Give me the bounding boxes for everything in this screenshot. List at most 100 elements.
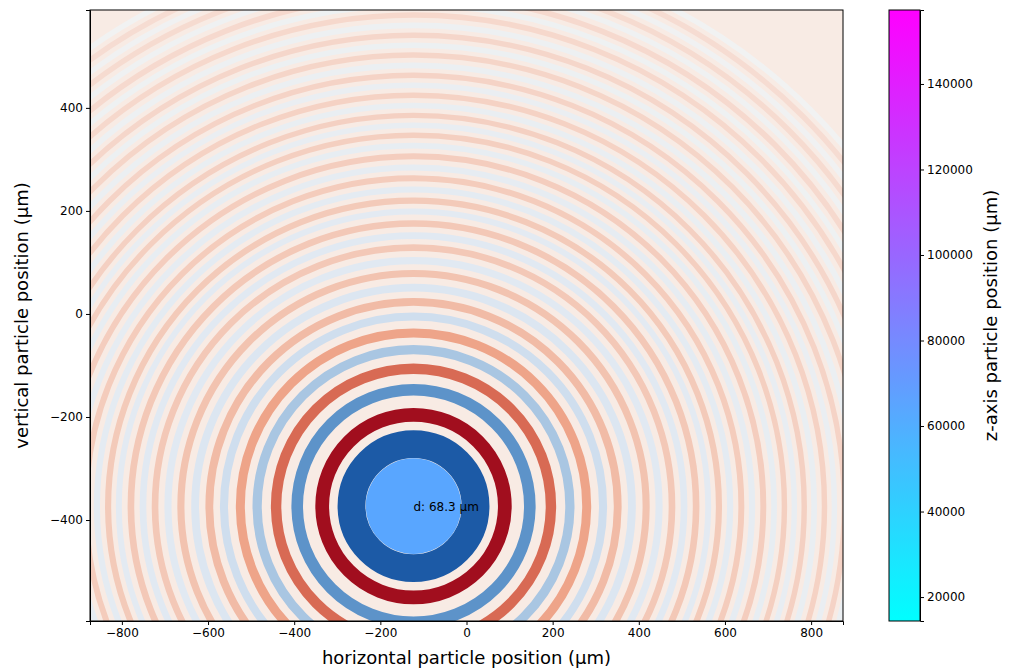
tick-mark bbox=[920, 84, 924, 85]
ring bbox=[90, 10, 843, 621]
tick-mark bbox=[920, 512, 924, 513]
tick-label: 80000 bbox=[927, 334, 965, 348]
tick-mark bbox=[86, 211, 90, 212]
tick: −600 bbox=[192, 621, 225, 640]
ring bbox=[97, 189, 730, 621]
tick-label: 140000 bbox=[927, 77, 973, 91]
tick-mark bbox=[86, 520, 90, 521]
tick-label: 60000 bbox=[927, 419, 965, 433]
tick-label: −800 bbox=[106, 626, 139, 640]
tick-label: −400 bbox=[50, 513, 83, 527]
ring bbox=[90, 15, 843, 621]
axis-line bbox=[921, 11, 925, 622]
tick: 400 bbox=[60, 101, 90, 115]
tick-mark bbox=[725, 621, 726, 625]
axis-line bbox=[91, 622, 844, 626]
tick-label: −200 bbox=[364, 626, 397, 640]
tick: 600 bbox=[714, 621, 737, 640]
particle-label: d: 68.3 µm bbox=[414, 500, 479, 514]
tick-label: −200 bbox=[50, 410, 83, 424]
ring bbox=[143, 236, 684, 621]
tick: 140000 bbox=[920, 77, 973, 91]
ring bbox=[90, 85, 834, 621]
tick: 200 bbox=[60, 204, 90, 218]
tick: 200 bbox=[542, 621, 565, 640]
ring bbox=[276, 369, 551, 621]
tick-mark bbox=[920, 169, 924, 170]
tick-label: −400 bbox=[278, 626, 311, 640]
ring bbox=[90, 156, 763, 621]
ring bbox=[90, 10, 843, 621]
ring bbox=[257, 350, 570, 621]
ring bbox=[90, 10, 843, 621]
tick: 60000 bbox=[920, 419, 965, 433]
ring bbox=[90, 125, 794, 621]
tick-label: 0 bbox=[463, 626, 471, 640]
tick: −200 bbox=[50, 410, 90, 424]
ring bbox=[90, 178, 741, 621]
ring bbox=[90, 10, 843, 621]
ring bbox=[90, 10, 843, 621]
tick: 120000 bbox=[920, 163, 973, 177]
tick-mark bbox=[380, 621, 381, 625]
colorbar-title: z-axis particle position (µm) bbox=[980, 190, 1001, 441]
tick-label: 0 bbox=[75, 307, 83, 321]
tick: 80000 bbox=[920, 334, 965, 348]
ring bbox=[90, 115, 804, 621]
tick: 0 bbox=[463, 621, 471, 640]
tick-label: 120000 bbox=[927, 163, 973, 177]
tick: 0 bbox=[75, 307, 90, 321]
tick-mark bbox=[467, 621, 468, 625]
plot-frame bbox=[90, 10, 843, 621]
tick: −800 bbox=[106, 621, 139, 640]
ring bbox=[90, 75, 843, 621]
ring bbox=[90, 146, 774, 621]
tick-mark bbox=[86, 314, 90, 315]
tick-label: 800 bbox=[800, 626, 823, 640]
ring bbox=[322, 415, 505, 598]
ring bbox=[90, 35, 843, 621]
tick-mark bbox=[920, 426, 924, 427]
ring bbox=[224, 317, 603, 621]
ring bbox=[90, 10, 843, 621]
tick: 400 bbox=[628, 621, 651, 640]
ring bbox=[108, 201, 719, 621]
ring bbox=[90, 10, 843, 621]
tick-mark bbox=[86, 417, 90, 418]
ring bbox=[119, 211, 708, 621]
ring bbox=[240, 333, 586, 621]
tick-mark bbox=[86, 108, 90, 109]
colorbar bbox=[889, 10, 920, 621]
tick-mark bbox=[920, 341, 924, 342]
ring bbox=[90, 55, 843, 621]
ring bbox=[90, 25, 843, 621]
ring bbox=[90, 105, 814, 621]
tick: −200 bbox=[364, 621, 397, 640]
y-axis-title: vertical particle position (µm) bbox=[11, 182, 32, 449]
ring bbox=[90, 95, 824, 621]
ring bbox=[155, 248, 672, 621]
ring bbox=[297, 390, 530, 621]
tick-label: 20000 bbox=[927, 590, 965, 604]
tick-label: 400 bbox=[628, 626, 651, 640]
ring bbox=[90, 45, 843, 621]
plot-area bbox=[90, 10, 843, 621]
tick-mark bbox=[920, 597, 924, 598]
tick-label: −600 bbox=[192, 626, 225, 640]
tick: 100000 bbox=[920, 248, 973, 262]
ring bbox=[90, 65, 843, 621]
ring bbox=[90, 135, 784, 621]
colorbar-axis: 20000 40000 60000 80000 100000 120000 140000 bbox=[920, 11, 973, 622]
ring bbox=[209, 302, 617, 621]
tick: 800 bbox=[800, 621, 823, 640]
axis-line bbox=[86, 11, 91, 622]
tick-mark bbox=[811, 621, 812, 625]
tick: 20000 bbox=[920, 590, 965, 604]
tick-mark bbox=[208, 621, 209, 625]
tick-label: 100000 bbox=[927, 248, 973, 262]
tick-mark bbox=[294, 621, 295, 625]
tick-label: 200 bbox=[60, 204, 83, 218]
x-axis-title: horizontal particle position (µm) bbox=[322, 647, 611, 668]
tick: 40000 bbox=[920, 505, 965, 519]
ring bbox=[131, 224, 696, 621]
